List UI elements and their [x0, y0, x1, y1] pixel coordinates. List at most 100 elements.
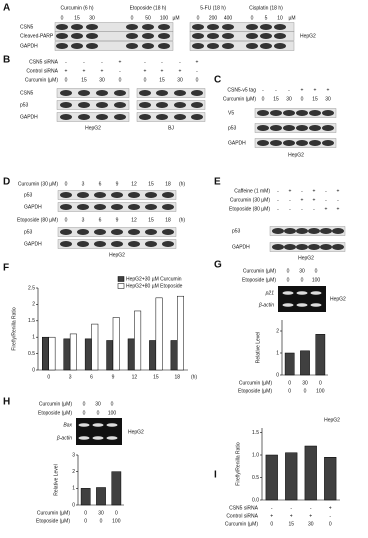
blot-band — [270, 140, 282, 146]
time-label: 12 — [131, 217, 137, 223]
cell-value: 0 — [196, 77, 199, 83]
blot-band — [86, 43, 98, 49]
cell-value: 30 — [308, 521, 314, 527]
blot-band — [309, 110, 321, 116]
row-label: Curcumin (µM) — [37, 510, 70, 516]
cell-value: - — [277, 197, 279, 203]
blot-band — [142, 43, 154, 49]
cell-value: - — [83, 59, 85, 65]
band-label: GAPDH — [20, 43, 38, 49]
blot-band — [111, 192, 123, 198]
cell-value: 30 — [99, 77, 105, 83]
treatment-label: Etoposide (18 h) — [130, 5, 167, 11]
gel-band — [310, 303, 322, 307]
blot-strip — [136, 88, 206, 98]
time-label: 18 — [165, 217, 171, 223]
row-label: Etoposide (80 µM) — [17, 217, 58, 223]
cell-value: 0 — [83, 401, 86, 407]
row-label: Control siRNA — [226, 513, 258, 519]
cell-value: 30 — [286, 96, 292, 102]
blot-band — [162, 204, 174, 210]
blot-band — [296, 140, 308, 146]
dose-label: 30 — [89, 15, 95, 21]
band-label: β-actin — [258, 302, 274, 308]
blot-band — [257, 125, 269, 131]
bar — [112, 317, 120, 371]
cell-value: + — [161, 68, 164, 74]
band-label: p53 — [24, 229, 33, 235]
blot-band — [94, 241, 106, 247]
cell-value: + — [337, 206, 340, 212]
dose-label: 15 — [74, 15, 80, 21]
cell-value: - — [289, 197, 291, 203]
cell-value: 0 — [97, 410, 100, 416]
row-label: Curcumin (30 µM) — [18, 181, 58, 187]
bar — [170, 340, 178, 371]
cell-value: - — [313, 206, 315, 212]
cell-value: - — [275, 87, 277, 93]
blot-band — [71, 33, 83, 39]
cell-label: HepG2 — [128, 429, 144, 435]
cell-value: 15 — [81, 77, 87, 83]
time-label: 3 — [82, 217, 85, 223]
blot-band — [139, 90, 151, 96]
gel-band — [78, 423, 90, 427]
blot-band — [284, 228, 296, 234]
cell-value: + — [270, 513, 273, 519]
cell-value: 30 — [177, 77, 183, 83]
blot-band — [260, 33, 272, 39]
panel-label: D — [3, 177, 10, 188]
blot-band — [114, 114, 126, 120]
x-tick-label: 15 — [153, 374, 159, 380]
blot-band — [156, 90, 168, 96]
blot-band — [128, 229, 140, 235]
blot-band — [111, 204, 123, 210]
cell-value: 0 — [287, 277, 290, 283]
cell-value: 0 — [84, 518, 87, 524]
row-label: Caffeine (1 mM) — [234, 188, 270, 194]
blot-band — [158, 33, 170, 39]
gel-band — [106, 436, 118, 440]
band-label: β-actin — [56, 435, 72, 441]
blot-strip — [254, 123, 337, 133]
blot-band — [60, 204, 72, 210]
blot-band — [192, 43, 204, 49]
blot-band — [283, 125, 295, 131]
blot-band — [174, 114, 186, 120]
cell-value: - — [301, 206, 303, 212]
blot-strip — [254, 108, 337, 118]
cell-value: 30 — [302, 380, 308, 386]
blot-band — [192, 24, 204, 30]
blot-band — [174, 90, 186, 96]
cell-value: 0 — [304, 388, 307, 394]
bar — [80, 488, 91, 506]
cell-value: - — [277, 206, 279, 212]
blot-band — [309, 125, 321, 131]
blot-band — [56, 43, 68, 49]
cell-value: - — [301, 188, 303, 194]
gel-band — [282, 291, 294, 295]
bar — [134, 310, 142, 371]
time-label: 9 — [116, 217, 119, 223]
y-tick-label: 1 — [32, 335, 35, 341]
legend-label: HepG2+30 µM Curcumin — [126, 276, 182, 282]
blot-band — [296, 110, 308, 116]
blot-band — [78, 102, 90, 108]
time-label: 15 — [148, 217, 154, 223]
cell-value: 0 — [288, 388, 291, 394]
bar — [304, 445, 317, 501]
blot-band — [309, 140, 321, 146]
blot-band — [71, 43, 83, 49]
y-tick-label: 0.0 — [252, 497, 259, 503]
blot-band — [274, 33, 286, 39]
cell-value: 0 — [111, 401, 114, 407]
x-tick-label: 9 — [112, 374, 115, 380]
blot-band — [94, 204, 106, 210]
cell-value: 100 — [108, 410, 117, 416]
blot-band — [139, 114, 151, 120]
cell-value: + — [179, 68, 182, 74]
bar — [265, 454, 278, 501]
blot-band — [207, 33, 219, 39]
row-label: Curcumin (µM) — [225, 521, 258, 527]
band-label: V5 — [228, 110, 234, 116]
